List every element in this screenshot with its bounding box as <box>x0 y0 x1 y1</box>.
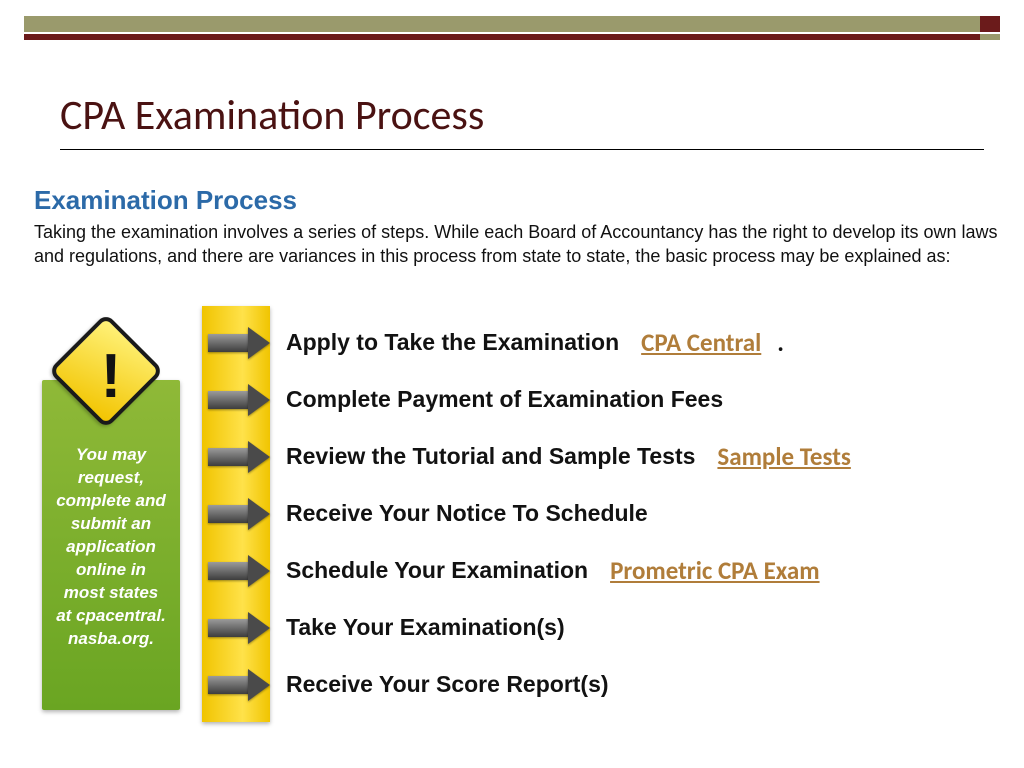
step-row: Receive Your Notice To Schedule <box>264 485 1012 542</box>
steps-list: Apply to Take the Examination CPA Centra… <box>264 314 1012 713</box>
step-row: Take Your Examination(s) <box>264 599 1012 656</box>
step-label: Take Your Examination(s) <box>286 614 565 641</box>
step-row: Apply to Take the Examination CPA Centra… <box>264 314 1012 371</box>
step-row: Review the Tutorial and Sample Tests Sam… <box>264 428 1012 485</box>
step-row: Schedule Your Examination Prometric CPA … <box>264 542 1012 599</box>
step-link-sample-tests[interactable]: Sample Tests <box>717 441 850 472</box>
step-label: Receive Your Notice To Schedule <box>286 500 648 527</box>
intro-paragraph: Taking the examination involves a series… <box>34 220 1008 269</box>
warning-icon: ! <box>51 316 171 436</box>
arrow-icon <box>208 556 270 586</box>
step-label: Receive Your Score Report(s) <box>286 671 609 698</box>
step-label: Apply to Take the Examination <box>286 329 619 356</box>
step-label: Schedule Your Examination <box>286 557 588 584</box>
arrow-icon <box>208 328 270 358</box>
arrow-icon <box>208 442 270 472</box>
step-row: Complete Payment of Examination Fees <box>264 371 1012 428</box>
section-heading: Examination Process <box>34 185 297 216</box>
arrow-icon <box>208 670 270 700</box>
info-callout: You may request, complete and submit an … <box>42 310 180 715</box>
decorative-top-border <box>24 16 1000 44</box>
step-label: Review the Tutorial and Sample Tests <box>286 443 695 470</box>
step-row: Receive Your Score Report(s) <box>264 656 1012 713</box>
arrow-icon <box>208 499 270 529</box>
arrow-icon <box>208 613 270 643</box>
arrow-icon <box>208 385 270 415</box>
step-link-prometric[interactable]: Prometric CPA Exam <box>610 555 820 586</box>
page-title: CPA Examination Process <box>60 90 984 150</box>
step-punct: . <box>777 327 784 358</box>
step-link-cpa-central[interactable]: CPA Central <box>641 327 761 358</box>
step-label: Complete Payment of Examination Fees <box>286 386 723 413</box>
